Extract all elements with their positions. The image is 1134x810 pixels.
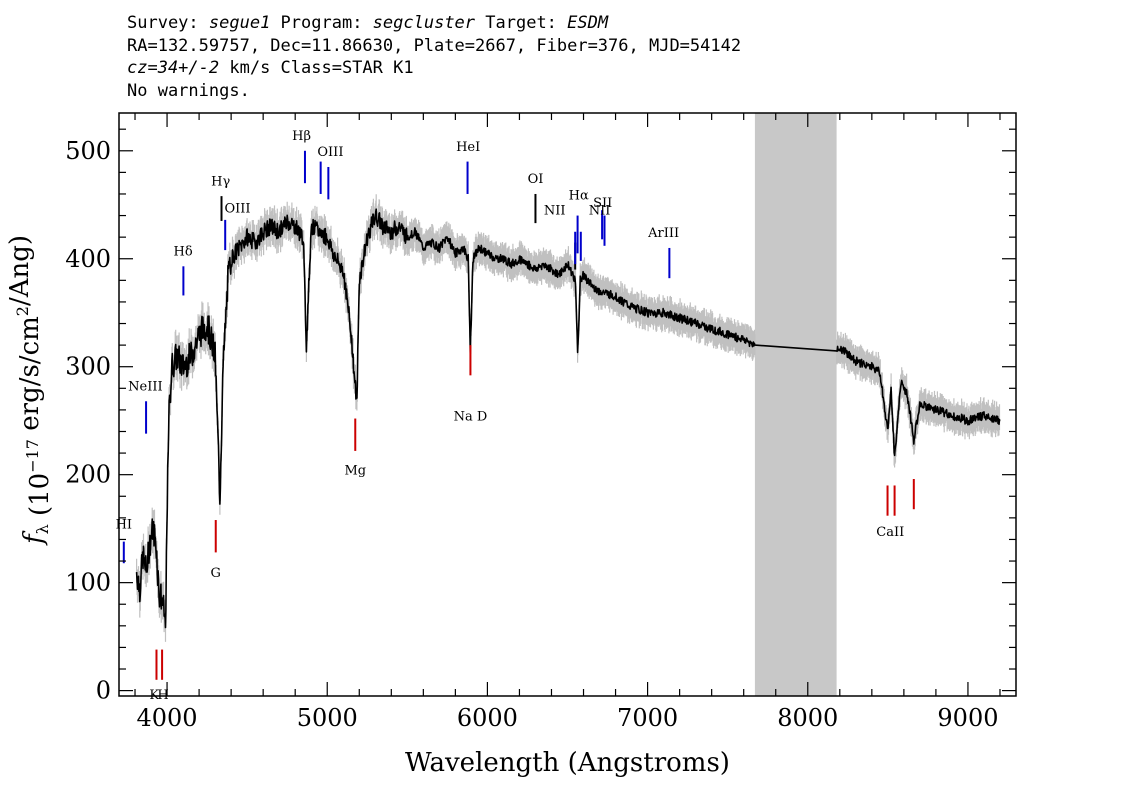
target-value: ESDM — [567, 13, 609, 33]
spectrum-layer — [135, 194, 1001, 642]
line-label: Hδ — [173, 245, 192, 260]
x-tick-label: 5000 — [297, 704, 358, 732]
y-axis-label: fλ (10−17 erg/s/cm2/Ang) — [5, 235, 55, 546]
line-label: Hα — [569, 188, 589, 203]
header-line-3: cz=34+/-2 km/s Class=STAR K1 — [127, 57, 741, 80]
y-tick-label: 300 — [65, 353, 111, 381]
line-label: Hβ — [292, 129, 311, 144]
header-line-2: RA=132.59757, Dec=11.86630, Plate=2667, … — [127, 35, 742, 56]
line-label: OIII — [317, 145, 343, 160]
program-label: Program: — [270, 13, 373, 33]
line-label: G — [211, 566, 221, 581]
line-label: Na D — [454, 410, 488, 425]
y-tick-label: 0 — [96, 677, 111, 705]
masked-region — [754, 113, 837, 696]
spectrum-header: Survey: segue1 Program: segcluster Targe… — [127, 12, 741, 102]
target-label: Target: — [475, 13, 568, 33]
program-value: segcluster — [372, 13, 476, 33]
line-label: HI — [116, 518, 132, 533]
header-line-1: Survey: segue1 Program: segcluster Targe… — [127, 12, 741, 35]
spectrum-line — [135, 208, 1001, 629]
plot-frame — [118, 112, 1017, 697]
x-tick-label: 8000 — [777, 704, 838, 732]
survey-value: segue1 — [208, 13, 271, 33]
x-axis-label: Wavelength (Angstroms) — [405, 748, 730, 778]
x-tick-label: 9000 — [937, 704, 998, 732]
line-label: CaII — [876, 525, 904, 540]
x-tick-label: 6000 — [457, 704, 518, 732]
line-label: HeI — [456, 140, 480, 155]
axis-label-layer: 4000 5000 6000 7000 8000 9000 0 100 200 300 400 500… — [5, 137, 998, 778]
header-line-4: No warnings. — [127, 80, 250, 101]
line-label: SII — [593, 196, 612, 211]
line-label: Mg — [344, 464, 366, 479]
line-label: OIII — [224, 201, 250, 216]
y-tick-label: 400 — [65, 245, 111, 273]
y-tick-label: 500 — [65, 137, 111, 165]
redshift-value: cz=34+/-2 — [127, 58, 220, 78]
x-tick-label: 7000 — [617, 704, 678, 732]
survey-label: Survey: — [127, 13, 209, 33]
line-label: Hγ — [211, 174, 230, 189]
y-tick-label: 100 — [65, 569, 111, 597]
line-label: OI — [528, 172, 544, 187]
line-label: NII — [544, 203, 566, 218]
line-label: ArIII — [647, 226, 679, 241]
x-tick-label: 4000 — [137, 704, 198, 732]
class-text: km/s Class=STAR K1 — [219, 58, 414, 78]
y-tick-label: 200 — [65, 461, 111, 489]
axes-layer — [118, 112, 1017, 697]
line-label: NII — [589, 203, 611, 218]
masked-region-layer — [754, 113, 837, 696]
line-label: NeIII — [128, 379, 162, 394]
